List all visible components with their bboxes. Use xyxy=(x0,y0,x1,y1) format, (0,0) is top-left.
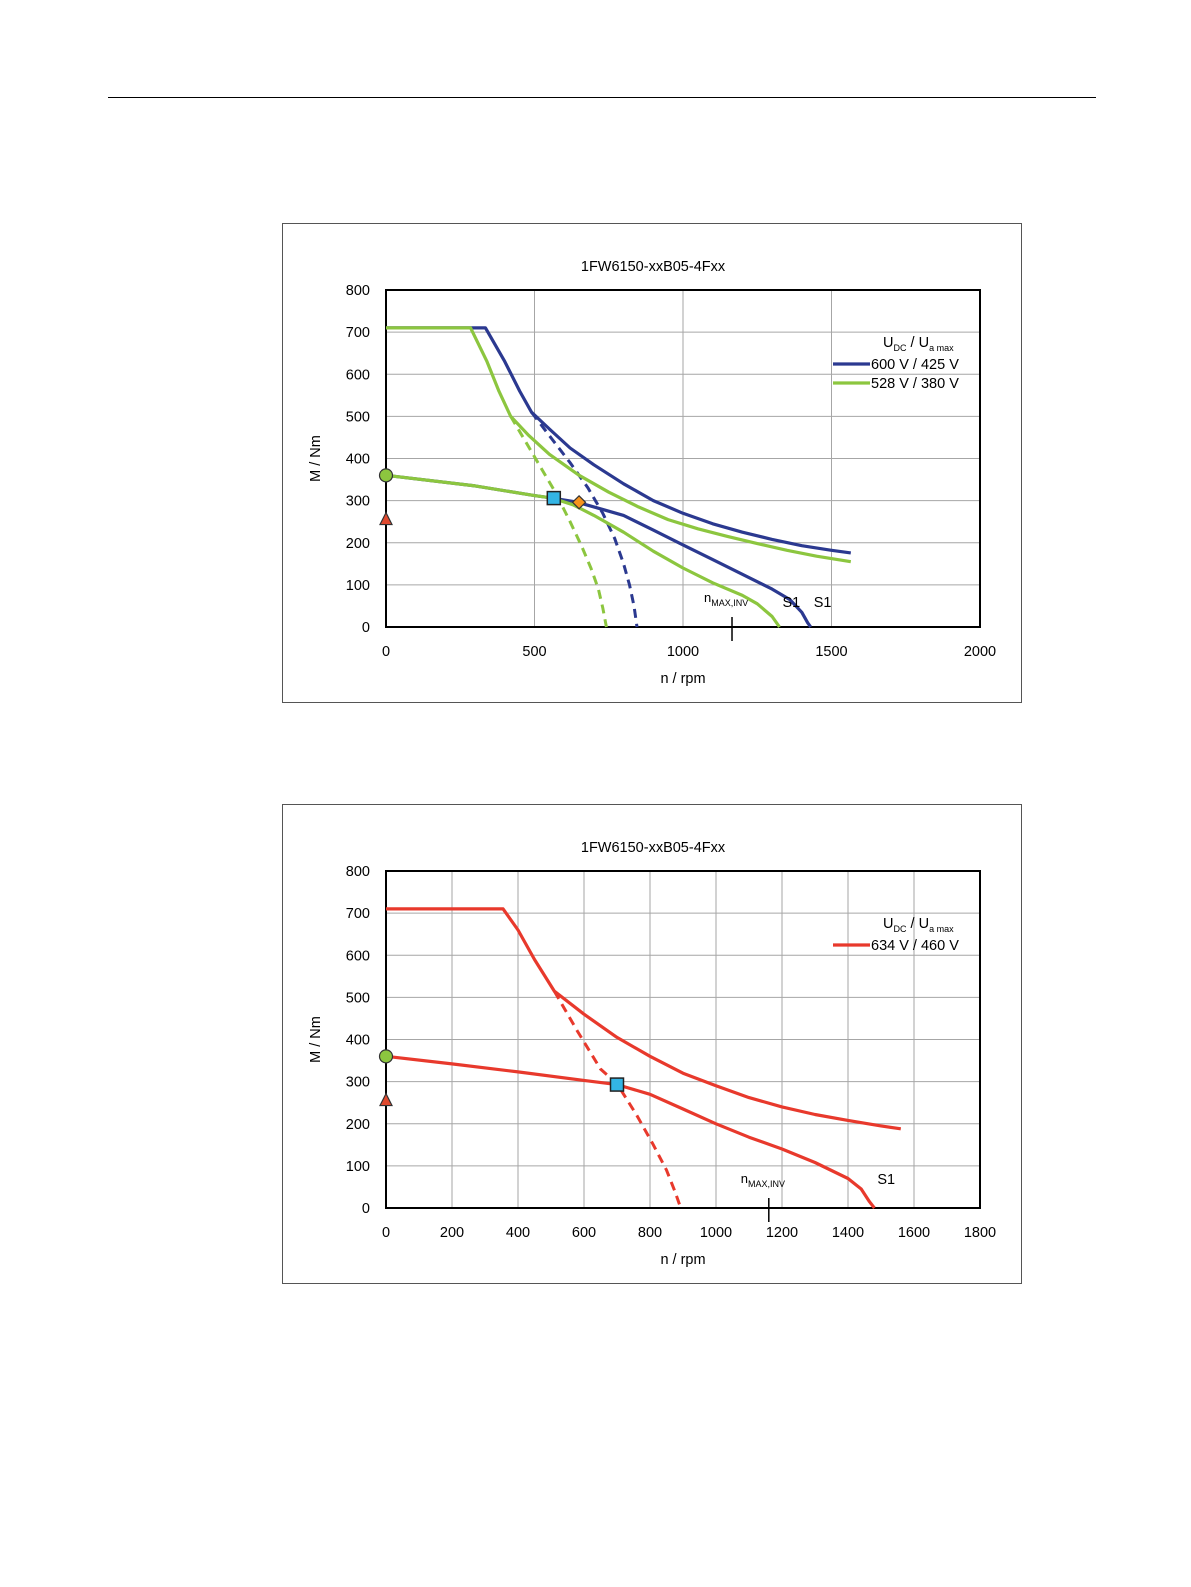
legend-entry-label: 634 V / 460 V xyxy=(871,938,959,954)
x-tick-label: 0 xyxy=(382,1225,390,1241)
marker-square xyxy=(546,490,562,506)
y-tick-label: 200 xyxy=(346,536,370,552)
y-tick-label: 400 xyxy=(346,452,370,468)
marker-circle xyxy=(378,1049,394,1064)
legend-header: UDC / Ua max xyxy=(883,335,954,353)
series-group xyxy=(385,326,852,628)
x-tick-label: 1800 xyxy=(964,1225,996,1241)
series-dashed-curve xyxy=(530,411,639,628)
legend-entry-label: 600 V / 425 V xyxy=(871,357,959,373)
marker-triangle xyxy=(379,1092,393,1107)
y-tick-label: 600 xyxy=(346,367,370,383)
page-top-rule xyxy=(108,97,1096,98)
y-axis-label: M / Nm xyxy=(308,435,324,482)
x-axis-label: n / rpm xyxy=(660,671,705,687)
x-tick-label: 800 xyxy=(638,1225,662,1241)
y-axis-label: M / Nm xyxy=(308,1016,324,1063)
x-tick-label: 1200 xyxy=(766,1225,798,1241)
x-axis-label: n / rpm xyxy=(660,1252,705,1268)
series-max-curve xyxy=(386,326,852,564)
chart-panel-lower: 1FW6150-xxB05-4Fxx 0 100 200 300 400 500 600 700… xyxy=(282,804,1022,1284)
y-tick-label: 800 xyxy=(346,283,370,299)
x-tick-label: 200 xyxy=(440,1225,464,1241)
chart-svg-lower: 1FW6150-xxB05-4Fxx 0 100 200 300 400 500 600 700… xyxy=(308,840,996,1268)
series-group xyxy=(385,326,852,628)
x-tick-label: 0 xyxy=(382,644,390,660)
y-tick-label: 800 xyxy=(346,864,370,880)
s1-label: S1 xyxy=(783,595,801,611)
series-s1-curve xyxy=(385,473,781,628)
x-tick-label: 1500 xyxy=(815,644,847,660)
y-tick-label: 500 xyxy=(346,990,370,1006)
x-tick-label: 1000 xyxy=(667,644,699,660)
x-tick-label: 2000 xyxy=(964,644,996,660)
y-tick-label: 500 xyxy=(346,409,370,425)
s1-label: S1 xyxy=(814,595,832,611)
y-tick-label: 300 xyxy=(346,494,370,510)
y-tick-label: 700 xyxy=(346,906,370,922)
x-tick-label: 1600 xyxy=(898,1225,930,1241)
y-tick-label: 600 xyxy=(346,948,370,964)
chart-title: 1FW6150-xxB05-4Fxx xyxy=(581,259,726,275)
y-tick-label: 200 xyxy=(346,1117,370,1133)
y-tick-label: 400 xyxy=(346,1033,370,1049)
legend-header: UDC / Ua max xyxy=(883,916,954,934)
x-tick-label: 1000 xyxy=(700,1225,732,1241)
series-s1-curve xyxy=(385,1054,876,1209)
plot-area-border xyxy=(385,870,981,1209)
series-group xyxy=(385,907,902,1209)
y-tick-label: 100 xyxy=(346,1159,370,1175)
plot-area-border xyxy=(385,289,981,628)
series-max-curve xyxy=(386,907,902,1131)
y-tick-label: 0 xyxy=(362,1201,370,1217)
series-dashed-curve xyxy=(509,415,608,628)
nmax-label: nMAX,INV xyxy=(741,1171,785,1189)
s1-label: S1 xyxy=(877,1172,895,1188)
chart-title: 1FW6150-xxB05-4Fxx xyxy=(581,840,726,856)
y-tick-label: 300 xyxy=(346,1075,370,1091)
marker-circle xyxy=(378,468,394,483)
x-tick-label: 1400 xyxy=(832,1225,864,1241)
chart-panel-upper: 1FW6150-xxB05-4Fxx 0 100 200 300 400 500 600 700… xyxy=(282,223,1022,703)
series-dashed-curve xyxy=(553,990,683,1209)
chart-svg-upper: 1FW6150-xxB05-4Fxx 0 100 200 300 400 500 600 700… xyxy=(308,259,996,687)
marker-diamond xyxy=(571,494,587,510)
y-tick-label: 0 xyxy=(362,620,370,636)
y-tick-label: 700 xyxy=(346,325,370,341)
x-tick-label: 600 xyxy=(572,1225,596,1241)
y-tick-label: 100 xyxy=(346,578,370,594)
marker-triangle xyxy=(379,511,393,526)
nmax-label: nMAX,INV xyxy=(704,590,748,608)
x-tick-label: 400 xyxy=(506,1225,530,1241)
marker-square xyxy=(609,1077,625,1092)
series-max-curve xyxy=(386,326,852,555)
legend-entry-label: 528 V / 380 V xyxy=(871,376,959,392)
x-tick-label: 500 xyxy=(522,644,546,660)
